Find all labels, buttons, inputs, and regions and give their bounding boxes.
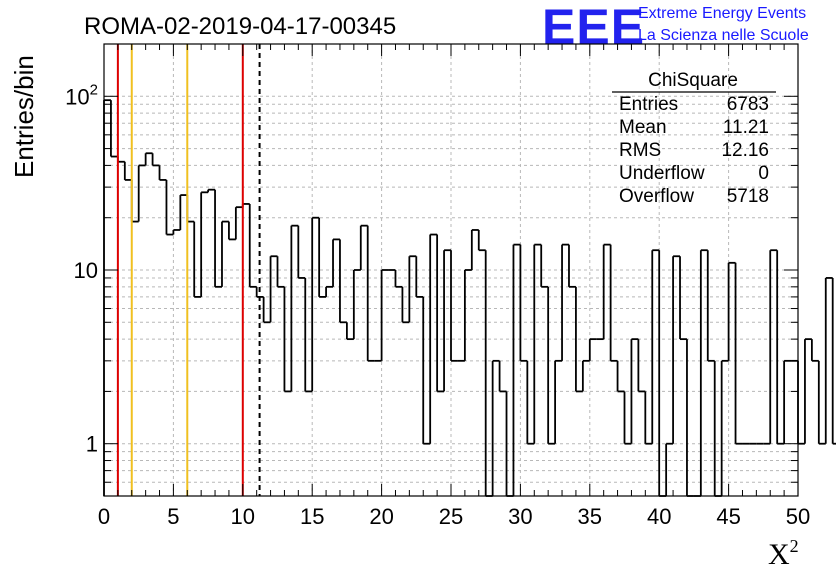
y-tick-label-base: 10 — [65, 84, 89, 109]
eee-logo: EEE — [542, 0, 645, 55]
x-axis-label: X2 — [768, 536, 799, 571]
y-axis-label: Entries/bin — [9, 55, 39, 178]
y-tick-label: 1 — [86, 432, 98, 457]
x-tick-label: 25 — [439, 504, 463, 529]
x-tick-label: 50 — [786, 504, 810, 529]
chart-title: ROMA-02-2019-04-17-00345 — [84, 13, 396, 40]
x-tick-label: 30 — [508, 504, 532, 529]
x-tick-label: 5 — [167, 504, 179, 529]
stats-value-mean: 11.21 — [723, 117, 769, 138]
stats-label-overflow: Overflow — [619, 186, 694, 207]
stats-label-mean: Mean — [619, 117, 667, 138]
stats-label-underflow: Underflow — [619, 163, 705, 184]
stats-title: ChiSquare — [648, 70, 738, 91]
x-tick-label: 0 — [98, 504, 110, 529]
x-tick-label: 35 — [578, 504, 602, 529]
brand-line-2: La Scienza nelle Scuole — [638, 27, 809, 44]
y-tick-label-sup: 2 — [90, 81, 98, 98]
x-tick-label: 15 — [300, 504, 324, 529]
x-axis-label-sup: 2 — [790, 536, 799, 556]
stats-value-entries: 6783 — [727, 94, 769, 115]
x-tick-label: 10 — [231, 504, 255, 529]
histogram-bars — [103, 99, 836, 497]
x-tick-label: 40 — [647, 504, 671, 529]
stats-value-rms: 12.16 — [721, 140, 769, 161]
brand-line-1: Extreme Energy Events — [638, 5, 806, 22]
y-tick-label: 10 — [74, 258, 98, 283]
x-axis-label-text: X — [768, 538, 790, 571]
stats-label-entries: Entries — [619, 94, 678, 115]
y-tick-label: 102 — [65, 81, 98, 109]
stats-box: ChiSquare Entries 6783 Mean 11.21 RMS 12… — [612, 70, 776, 207]
stats-value-overflow: 5718 — [727, 186, 769, 207]
stats-label-rms: RMS — [619, 140, 661, 161]
x-tick-label: 45 — [716, 504, 740, 529]
x-tick-label: 20 — [369, 504, 393, 529]
stats-value-underflow: 0 — [758, 163, 769, 184]
